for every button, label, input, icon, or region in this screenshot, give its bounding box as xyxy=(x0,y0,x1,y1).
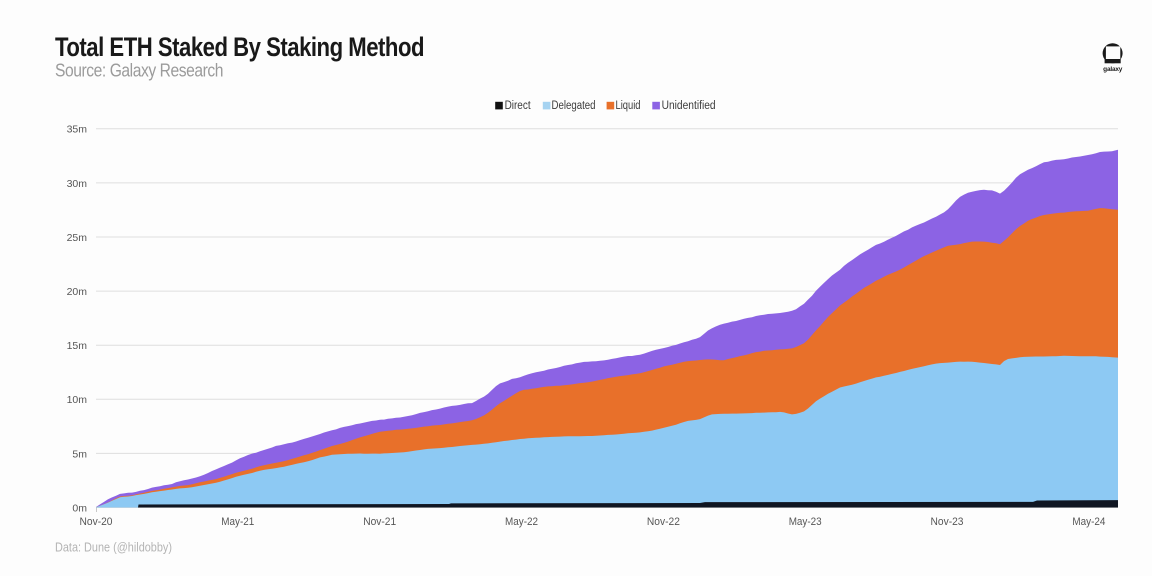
svg-text:Source: Galaxy Research: Source: Galaxy Research xyxy=(55,61,223,81)
svg-text:Nov-20: Nov-20 xyxy=(80,516,113,528)
svg-text:25m: 25m xyxy=(67,232,88,244)
svg-text:15m: 15m xyxy=(67,340,88,352)
svg-text:Nov-22: Nov-22 xyxy=(647,516,680,528)
svg-text:May-24: May-24 xyxy=(1072,516,1105,528)
svg-text:5m: 5m xyxy=(72,448,87,460)
svg-text:Unidentified: Unidentified xyxy=(662,100,716,112)
svg-text:Data: Dune (@hildobby): Data: Dune (@hildobby) xyxy=(55,540,172,555)
svg-text:Direct: Direct xyxy=(505,100,532,112)
svg-text:30m: 30m xyxy=(67,178,88,190)
svg-text:May-22: May-22 xyxy=(505,516,538,528)
svg-text:May-21: May-21 xyxy=(221,516,254,528)
svg-text:35m: 35m xyxy=(67,124,88,136)
svg-text:Liquid: Liquid xyxy=(616,100,641,112)
svg-text:Nov-21: Nov-21 xyxy=(363,516,396,528)
svg-text:May-23: May-23 xyxy=(789,516,822,528)
svg-text:20m: 20m xyxy=(67,286,88,298)
svg-text:galaxy: galaxy xyxy=(1103,66,1123,73)
svg-text:10m: 10m xyxy=(67,394,88,406)
svg-text:Total ETH Staked By Staking Me: Total ETH Staked By Staking Method xyxy=(55,32,424,62)
svg-text:Delegated: Delegated xyxy=(552,100,596,112)
svg-text:Nov-23: Nov-23 xyxy=(931,516,964,528)
svg-text:0m: 0m xyxy=(72,502,87,514)
